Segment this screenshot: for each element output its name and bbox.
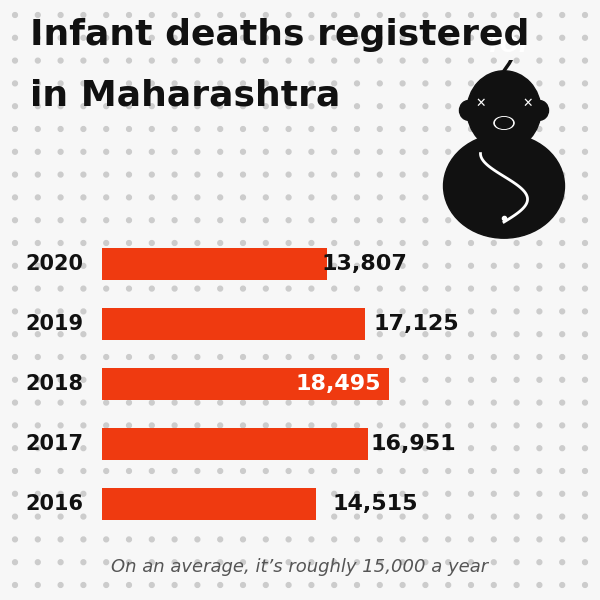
Text: TOI: TOI bbox=[486, 35, 528, 56]
Text: 2019: 2019 bbox=[25, 314, 83, 334]
Text: ✕: ✕ bbox=[475, 97, 486, 110]
Ellipse shape bbox=[491, 114, 517, 132]
Text: 2016: 2016 bbox=[25, 494, 83, 514]
Ellipse shape bbox=[496, 118, 512, 128]
Text: 13,807: 13,807 bbox=[322, 254, 408, 274]
Bar bbox=[102, 428, 368, 460]
Text: 2017: 2017 bbox=[25, 434, 83, 454]
Text: Infant deaths registered: Infant deaths registered bbox=[30, 18, 529, 52]
Circle shape bbox=[530, 100, 548, 120]
Bar bbox=[102, 368, 389, 400]
Text: 2020: 2020 bbox=[25, 254, 83, 274]
Text: On an average, it’s roughly 15,000 a year: On an average, it’s roughly 15,000 a yea… bbox=[112, 558, 488, 576]
Text: in Maharashtra: in Maharashtra bbox=[30, 78, 340, 112]
Ellipse shape bbox=[494, 116, 514, 129]
Text: 16,951: 16,951 bbox=[371, 434, 457, 454]
Bar bbox=[102, 308, 365, 340]
Text: 17,125: 17,125 bbox=[373, 314, 459, 334]
Circle shape bbox=[460, 100, 478, 120]
Text: 14,515: 14,515 bbox=[333, 494, 418, 514]
Ellipse shape bbox=[443, 134, 565, 238]
Text: 18,495: 18,495 bbox=[296, 374, 382, 394]
Circle shape bbox=[467, 71, 541, 150]
Bar bbox=[102, 488, 316, 520]
Text: ✕: ✕ bbox=[522, 97, 533, 110]
Bar bbox=[102, 248, 328, 280]
Text: 2018: 2018 bbox=[25, 374, 83, 394]
